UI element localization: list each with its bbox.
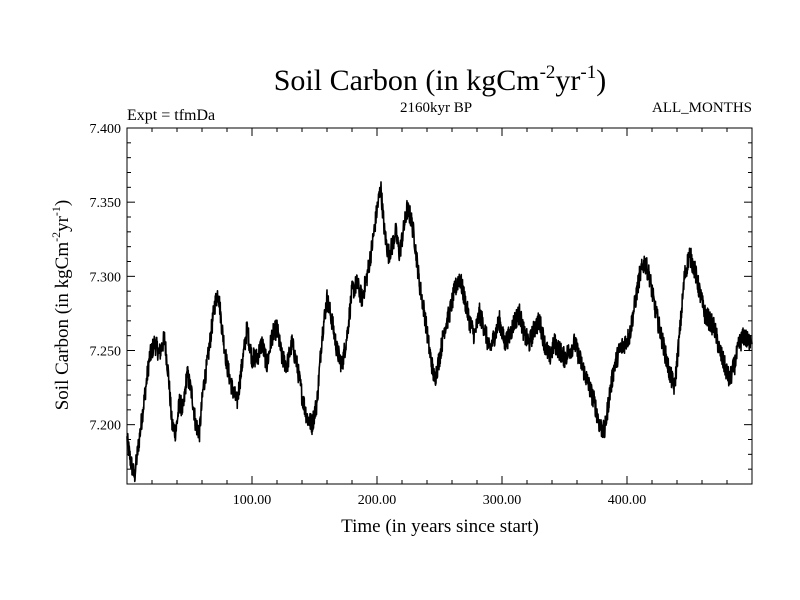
chart-title-main: Soil Carbon (in kgCm [274,64,540,97]
y-tick-label: 7.300 [90,270,122,285]
series-line [126,181,753,483]
subtitle-right: ALL_MONTHS [652,100,752,116]
y-axis-label-sup1: -2 [49,232,63,242]
subtitle-left: Expt = tfmDa [127,107,215,124]
x-tick-label: 100.00 [233,493,272,508]
chart-title-sup1: -2 [540,62,556,83]
y-axis-label-main: Soil Carbon (in kgCm [52,242,73,411]
chart-title-end: ) [596,64,606,97]
y-tick-label: 7.350 [90,196,122,211]
x-tick-label: 400.00 [608,493,647,508]
chart-title-mid: yr [555,64,580,97]
y-tick-label: 7.400 [90,122,122,137]
y-axis-label-mid: yr [52,215,73,232]
chart-title-sup2: -1 [580,62,596,83]
x-tick-label: 300.00 [483,493,522,508]
chart-title: Soil Carbon (in kgCm-2yr-1) [274,62,607,97]
x-tick-label: 200.00 [358,493,397,508]
y-tick-label: 7.200 [90,419,122,434]
series-layer [126,181,753,483]
tick-layer: 100.00 200.00 300.00 400.00 7.200 7.250 7.300 7… [90,122,752,508]
y-axis-label-sup2: -1 [49,206,63,216]
y-axis-label-end: ) [52,200,73,206]
y-axis-label: Soil Carbon (in kgCm-2yr-1) [49,200,73,411]
y-tick-label: 7.250 [90,345,122,360]
x-axis-label: Time (in years since start) [341,516,539,537]
plot-frame [126,127,753,485]
subtitle-center: 2160kyr BP [400,100,472,116]
